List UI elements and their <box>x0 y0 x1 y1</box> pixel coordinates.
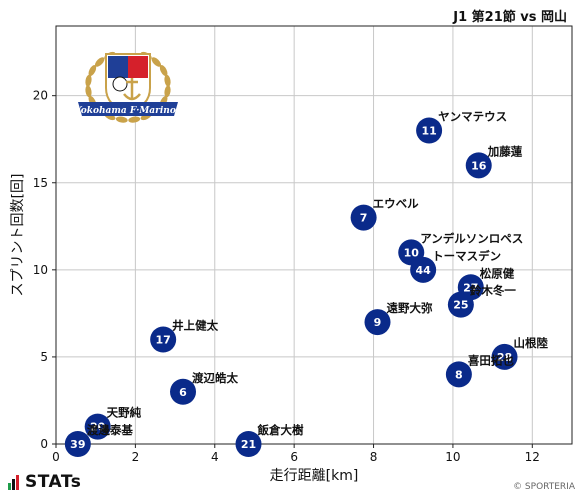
team-logo: Yokohama F·Marinos <box>75 51 181 123</box>
x-tick-label: 10 <box>445 450 460 464</box>
point-label: 渡邊泰基 <box>87 423 133 437</box>
point-number: 28 <box>497 351 512 364</box>
point-number: 21 <box>241 438 256 451</box>
point-label: 喜田拓也 <box>468 353 514 367</box>
point-label: 飯倉大樹 <box>257 423 304 437</box>
x-tick-label: 6 <box>290 450 298 464</box>
point-label: エウベル <box>373 197 419 211</box>
point-number: 44 <box>415 264 431 277</box>
crest-ribbon <box>78 102 178 116</box>
point-marker <box>416 117 443 144</box>
plot-frame <box>55 25 573 445</box>
point-number: 16 <box>471 159 487 172</box>
crest-text: Yokohama F·Marinos <box>75 106 181 116</box>
point-marker <box>491 343 518 370</box>
point-number: 17 <box>156 334 171 347</box>
scatter-point: 7 エウベル <box>350 197 419 231</box>
point-label: 井上健太 <box>172 319 218 333</box>
point-label: アンデルソンロペス <box>420 231 523 245</box>
x-axis-label: 走行距離[km] <box>270 467 359 484</box>
axis-ticks: 0 2 4 6 8 10 12 0 5 10 15 20 <box>33 89 540 464</box>
point-number: 10 <box>404 246 420 259</box>
point-label: 山根陸 <box>514 336 549 350</box>
point-number: 9 <box>374 316 382 329</box>
point-marker <box>64 431 91 457</box>
scatter-point: 8 喜田拓也 <box>445 353 514 388</box>
y-axis-label: スプリント回数[回] <box>10 174 26 297</box>
point-number: 8 <box>455 368 463 381</box>
point-label: 松原健 <box>480 266 515 280</box>
laurel-leaf-icon <box>164 85 171 98</box>
point-number: 27 <box>463 281 478 294</box>
laurel-leaf-icon <box>85 85 92 98</box>
laurel-leaf-icon <box>151 57 162 67</box>
y-tick-label: 5 <box>40 350 48 364</box>
y-tick-label: 20 <box>33 89 48 103</box>
stats-logo-icon <box>8 474 20 490</box>
y-tick-label: 0 <box>40 437 48 451</box>
point-number: 39 <box>70 438 85 451</box>
point-label: 天野純 <box>107 406 142 420</box>
point-number: 20 <box>90 421 106 434</box>
x-tick-label: 8 <box>370 450 378 464</box>
shield-quadrant <box>128 56 148 78</box>
laurel-leaf-icon <box>115 116 128 123</box>
point-label: 鈴木冬一 <box>470 284 516 298</box>
point-label: 渡辺皓太 <box>192 371 238 385</box>
point-marker <box>84 413 111 440</box>
laurel-leaf-icon <box>164 74 171 87</box>
stats-brand: STATs <box>8 472 81 492</box>
soccer-ball-icon <box>112 76 128 92</box>
shield-quadrant <box>108 56 128 78</box>
point-marker <box>447 291 474 318</box>
chart-title: J1 第21節 vs 岡山 <box>453 10 567 25</box>
anchor-icon <box>123 78 141 101</box>
laurel-leaf-icon <box>159 65 168 77</box>
x-tick-label: 12 <box>525 450 540 464</box>
point-label: 加藤蓮 <box>487 144 523 158</box>
scatter-point: 6 渡辺皓太 <box>170 371 239 405</box>
point-number: 6 <box>179 386 187 399</box>
point-number: 25 <box>453 299 468 312</box>
scatter-point: 9 遠野大弥 <box>364 301 433 336</box>
x-tick-label: 4 <box>211 450 219 464</box>
copyright-credit: © SPORTERIA <box>513 482 575 492</box>
point-marker <box>410 256 437 283</box>
point-marker <box>364 309 391 336</box>
data-points: 11ヤンマテウス16加藤蓮7エウベル10アンデルソンロペス44トーマスデン27松… <box>64 110 549 457</box>
point-marker <box>465 152 492 179</box>
laurel-leaf-icon <box>128 116 141 123</box>
point-label: トーマスデン <box>432 249 501 263</box>
stats-logo-text: STATs <box>25 472 82 492</box>
point-marker <box>150 326 177 353</box>
point-marker <box>170 378 197 405</box>
point-marker <box>235 431 262 457</box>
y-tick-label: 15 <box>33 176 48 190</box>
x-tick-label: 2 <box>132 450 140 464</box>
laurel-leaf-icon <box>94 57 105 67</box>
point-marker <box>350 204 377 231</box>
x-tick-label: 0 <box>52 450 60 464</box>
point-number: 7 <box>360 212 368 225</box>
point-marker <box>445 361 472 388</box>
point-number: 11 <box>421 125 436 138</box>
laurel-leaf-icon <box>85 74 92 87</box>
point-label: 遠野大弥 <box>387 301 433 315</box>
point-label: ヤンマテウス <box>438 110 507 124</box>
laurel-leaf-icon <box>88 65 97 77</box>
y-tick-label: 10 <box>33 263 48 277</box>
